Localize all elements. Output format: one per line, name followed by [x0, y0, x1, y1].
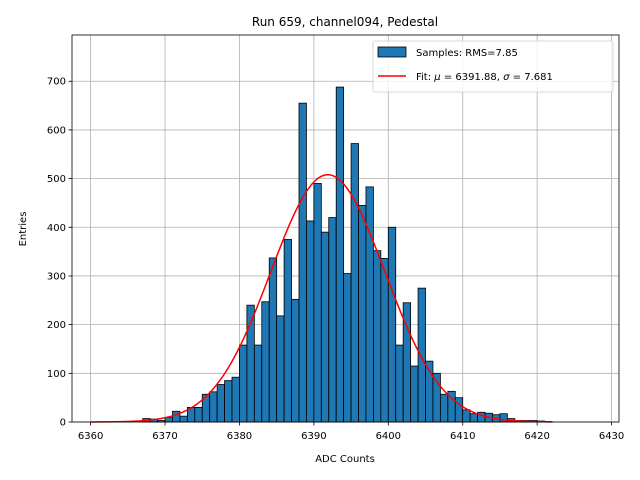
histogram-bar [469, 413, 478, 423]
y-tick-label: 0 [60, 418, 66, 429]
histogram-bar [387, 226, 397, 423]
legend-samples-swatch [377, 46, 407, 58]
legend-fit-sigma: σ [503, 72, 510, 83]
x-tick-label: 6400 [376, 431, 401, 442]
histogram-bar [439, 393, 449, 423]
histogram-bar [253, 344, 263, 423]
x-tick-label: 6420 [524, 431, 549, 442]
fit-curve-layer [90, 173, 553, 423]
histogram-bar [283, 239, 292, 423]
legend-box [372, 40, 614, 93]
y-tick-label: 300 [47, 271, 66, 282]
histogram-bar [365, 186, 374, 423]
legend-fit-prefix: Fit: [416, 72, 434, 83]
x-tick-label: 6410 [450, 431, 475, 442]
histogram-bar [306, 220, 315, 423]
histogram-bar [216, 384, 225, 423]
histogram-bar [224, 380, 233, 423]
histogram-bar [417, 287, 426, 423]
y-tick-label: 400 [47, 223, 66, 234]
histogram-bar [209, 391, 218, 423]
x-tick-label: 6390 [301, 431, 326, 442]
y-tick-label: 200 [47, 320, 66, 331]
y-tick-label: 700 [47, 77, 66, 88]
histogram-bar [261, 301, 270, 423]
histogram-bar [276, 315, 285, 423]
legend-fit-mu: μ [433, 72, 440, 83]
y-tick-label: 500 [47, 174, 66, 185]
histogram-bar [410, 365, 419, 423]
histogram-bars [142, 86, 553, 423]
histogram-bar [335, 86, 345, 423]
x-axis-label: ADC Counts [315, 454, 375, 465]
histogram-bar [358, 204, 367, 423]
histogram-bar [268, 257, 278, 423]
histogram-bar [239, 344, 248, 423]
y-axis-ticks: 0 100 200 300 400 500 600 700 [47, 77, 72, 429]
legend-fit-mid: = 6391.88, [441, 72, 503, 83]
histogram-bar [291, 298, 300, 423]
histogram-bar [179, 415, 188, 423]
x-tick-label: 6430 [599, 431, 624, 442]
legend-fit-suffix: = 7.681 [509, 72, 552, 83]
plot-frame [71, 34, 620, 423]
x-tick-label: 6380 [227, 431, 252, 442]
fit-curve [90, 173, 553, 423]
x-tick-label: 6370 [152, 431, 177, 442]
y-tick-label: 100 [47, 369, 66, 380]
histogram-bar [320, 231, 330, 423]
legend: Samples: RMS=7.85 Fit: μ = 6391.88, σ = … [372, 40, 614, 93]
y-axis-label: Entries [18, 212, 29, 247]
histogram-bar [231, 376, 240, 423]
x-tick-label: 6360 [78, 431, 103, 442]
histogram-bar [462, 409, 471, 423]
x-axis-ticks: 6360 6370 6380 6390 6400 6410 6420 6430 [78, 422, 624, 442]
histogram-bar [380, 258, 389, 423]
histogram-bar [164, 417, 173, 423]
histogram-bar [194, 406, 203, 423]
histogram-bar [313, 183, 322, 423]
histogram-bar [373, 250, 382, 423]
y-tick-label: 600 [47, 125, 66, 136]
histogram-bar [328, 217, 337, 423]
legend-samples-label: Samples: RMS=7.85 [416, 48, 518, 59]
histogram-bar [343, 273, 352, 423]
chart-title: Run 659, channel094, Pedestal [252, 15, 438, 29]
histogram-bar [350, 143, 359, 423]
histogram-bar [172, 410, 181, 423]
histogram-bar [395, 344, 404, 423]
legend-fit-label: Fit: μ = 6391.88, σ = 7.681 [416, 72, 553, 83]
histogram-bar [298, 102, 307, 423]
